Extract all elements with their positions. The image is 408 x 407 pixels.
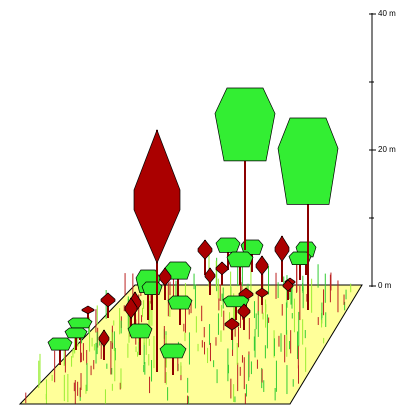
green-crown xyxy=(227,252,253,267)
green-crown xyxy=(216,238,240,252)
scale-label: 40 m xyxy=(378,9,396,18)
scale-label: 20 m xyxy=(378,145,396,154)
red-crown xyxy=(101,293,115,307)
red-crown xyxy=(216,262,228,275)
red-crown xyxy=(256,256,268,275)
green-crown xyxy=(128,324,152,338)
red-crown xyxy=(275,236,289,261)
green-crown xyxy=(160,344,186,358)
forest-stand-view: 40 m 20 m 0 m xyxy=(0,0,408,407)
red-crown xyxy=(198,240,212,259)
green-crown xyxy=(168,296,192,309)
height-scale: 40 m 20 m 0 m xyxy=(369,9,396,290)
green-crown xyxy=(278,118,338,204)
red-crown xyxy=(82,306,94,314)
scale-label: 0 m xyxy=(378,281,392,290)
green-crown xyxy=(48,338,72,350)
green-crown xyxy=(142,282,162,295)
green-crown xyxy=(65,328,87,338)
red-crown xyxy=(134,130,180,263)
green-crown xyxy=(215,88,275,161)
red-crown xyxy=(205,268,215,283)
green-crown xyxy=(68,318,92,328)
